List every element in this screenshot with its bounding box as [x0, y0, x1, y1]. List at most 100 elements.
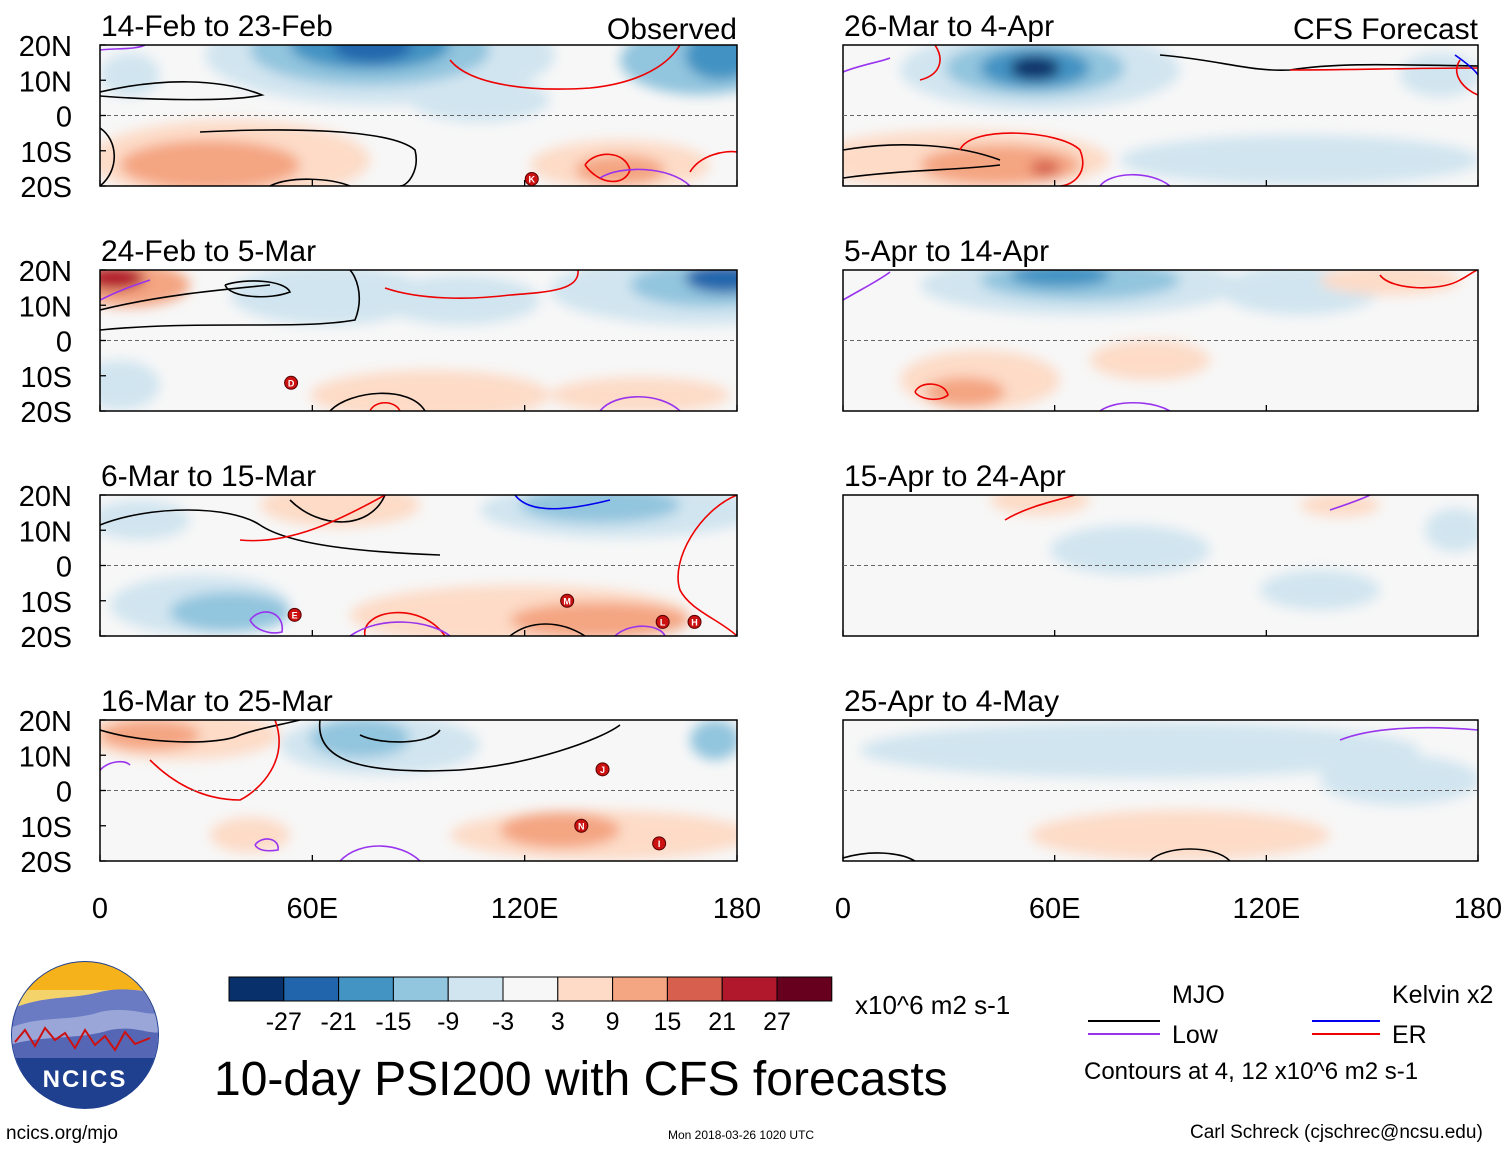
legend: MJO Kelvin x2 Low ER — [1088, 981, 1493, 1049]
storm-label: H — [691, 617, 698, 627]
y-tick-label: 20S — [20, 397, 72, 429]
panel-title: 25-Apr to 4-May — [844, 685, 1059, 718]
storm-marker: N — [574, 818, 589, 833]
colorbar-cell — [557, 976, 614, 1002]
panel-title: 24-Feb to 5-Mar — [101, 235, 316, 268]
panel-title: 14-Feb to 23-Feb — [101, 10, 333, 43]
y-tick-label: 20N — [19, 706, 72, 738]
colorbar-tick: -9 — [437, 1008, 459, 1036]
storm-marker: D — [284, 375, 299, 390]
x-tick-label: 180 — [1454, 893, 1502, 925]
colorbar-tick: 3 — [551, 1008, 565, 1036]
legend-item: MJO — [1088, 981, 1225, 1022]
column-heading: Observed — [607, 13, 737, 46]
storm-label: L — [660, 617, 666, 627]
storm-label: J — [600, 765, 605, 775]
storm-label: N — [578, 821, 585, 831]
panel-fcst-3 — [842, 494, 1479, 637]
y-tick-label: 10N — [19, 66, 72, 98]
storm-marker: I — [652, 836, 667, 851]
colorbar-cell — [283, 976, 340, 1002]
panel-fcst-4 — [842, 719, 1479, 862]
y-tick-label: 10S — [20, 587, 72, 619]
y-tick-label: 20S — [20, 172, 72, 204]
colorbar-cell — [721, 976, 778, 1002]
y-axis-ticks: 20N10N010S20S20N10N010S20S20N10N010S20S2… — [19, 31, 106, 879]
x-tick-label: 60E — [1029, 893, 1081, 925]
panel-obs-1 — [99, 44, 738, 187]
panel-title: 15-Apr to 24-Apr — [844, 460, 1066, 493]
panel-titles: 14-Feb to 23-Feb 24-Feb to 5-Mar 6-Mar to … — [101, 10, 1066, 718]
legend-item: Kelvin x2 — [1312, 981, 1493, 1022]
storm-marker: L — [655, 614, 670, 629]
ncics-logo: NCICS — [11, 961, 159, 1109]
x-axis-ticks: 0 60E 120E 180 0 60E 120E 180 — [92, 180, 1502, 925]
panel-title: 5-Apr to 14-Apr — [844, 235, 1049, 268]
storm-label: I — [658, 839, 661, 849]
column-heading: CFS Forecast — [1293, 13, 1479, 46]
x-tick-label: 0 — [835, 893, 851, 925]
logo-text: NCICS — [43, 1066, 128, 1093]
footer-url[interactable]: ncics.org/mjo — [6, 1123, 118, 1144]
figure-title: 10-day PSI200 with CFS forecasts — [214, 1053, 948, 1106]
contour-note: Contours at 4, 12 x10^6 m2 s-1 — [1084, 1058, 1419, 1085]
x-tick-label: 60E — [287, 893, 339, 925]
colorbar-tick: -15 — [375, 1008, 411, 1036]
colorbar-cell — [392, 976, 449, 1002]
y-tick-label: 10N — [19, 291, 72, 323]
legend-item: Low — [1088, 1021, 1219, 1049]
colorbar-cell — [666, 976, 723, 1002]
y-tick-label: 0 — [56, 552, 72, 584]
x-tick-label: 0 — [92, 893, 108, 925]
colorbar-tick: -3 — [492, 1008, 514, 1036]
y-tick-label: 0 — [56, 102, 72, 134]
y-tick-label: 20S — [20, 622, 72, 654]
panel-obs-4 — [99, 719, 738, 862]
colorbar-units: x10^6 m2 s-1 — [855, 990, 1011, 1020]
y-tick-label: 10S — [20, 362, 72, 394]
colorbar-cell — [447, 976, 504, 1002]
colorbar-tick: 21 — [708, 1008, 736, 1036]
storm-label: E — [292, 610, 298, 620]
y-tick-label: 20N — [19, 481, 72, 513]
panel-title: 26-Mar to 4-Apr — [844, 10, 1054, 43]
storm-label: D — [288, 378, 295, 388]
y-tick-label: 20N — [19, 31, 72, 63]
panel-fcst-1 — [842, 44, 1479, 187]
panel-fcst-2 — [842, 269, 1479, 412]
x-tick-label: 120E — [1232, 893, 1300, 925]
storm-label: M — [563, 596, 571, 606]
colorbar-cell — [776, 976, 833, 1002]
y-tick-label: 10N — [19, 516, 72, 548]
storm-marker: E — [287, 607, 302, 622]
colorbar-cell — [502, 976, 559, 1002]
colorbar-cell — [612, 976, 668, 1002]
x-tick-label: 120E — [491, 893, 559, 925]
psi-shading — [100, 45, 737, 186]
storm-marker: K — [524, 171, 539, 186]
colorbar: -27 -21 -15 -9 -3 3 9 15 21 27 — [228, 976, 833, 1036]
colorbar-tick: 27 — [763, 1008, 791, 1036]
panel-title: 16-Mar to 25-Mar — [101, 685, 333, 718]
y-tick-label: 10N — [19, 741, 72, 773]
colorbar-tick: 15 — [653, 1008, 681, 1036]
legend-label: Low — [1172, 1021, 1219, 1049]
colorbar-cell — [228, 976, 285, 1002]
footer-timestamp: Mon 2018-03-26 1020 UTC — [668, 1128, 815, 1142]
column-headings: Observed CFS Forecast — [607, 13, 1479, 46]
storm-marker: M — [560, 593, 575, 608]
storm-marker: J — [595, 762, 610, 777]
y-tick-label: 20S — [20, 847, 72, 879]
x-tick-label: 180 — [713, 893, 761, 925]
y-tick-label: 0 — [56, 777, 72, 809]
wave-contours — [100, 45, 737, 186]
legend-item: ER — [1312, 1021, 1427, 1049]
legend-label: ER — [1392, 1021, 1427, 1049]
colorbar-tick: 9 — [606, 1008, 620, 1036]
y-tick-label: 20N — [19, 256, 72, 288]
y-tick-label: 10S — [20, 137, 72, 169]
footer-author: Carl Schreck (cjschrec@ncsu.edu) — [1190, 1122, 1483, 1143]
y-tick-label: 0 — [56, 327, 72, 359]
colorbar-tick: -27 — [266, 1008, 302, 1036]
